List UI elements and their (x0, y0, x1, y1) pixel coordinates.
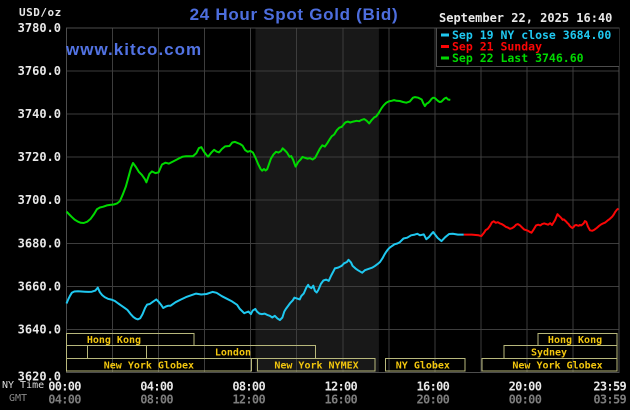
y-tick-label: 3640.0 (18, 322, 61, 336)
x-tick-label-gmt: 16:00 (324, 393, 357, 407)
x-tick-label-ny: 08:00 (232, 380, 265, 394)
x-tick-label-ny: 16:00 (417, 380, 450, 394)
x-tick-label-gmt: 03:59 (593, 393, 626, 407)
chart-title: 24 Hour Spot Gold (Bid) (189, 5, 399, 24)
y-tick-label: 3720.0 (18, 150, 61, 164)
session-label: Hong Kong (87, 335, 141, 346)
x-tick-label-gmt: 20:00 (417, 393, 450, 407)
session-label: Sydney (531, 348, 567, 359)
legend-dash (441, 33, 449, 37)
y-tick-label: 3760.0 (18, 64, 61, 78)
x-tick-label-ny: 04:00 (140, 380, 173, 394)
session-label: New York Globex (104, 360, 194, 371)
legend-label: Sep 21 Sunday (452, 40, 542, 54)
x-tick-label-ny: 12:00 (324, 380, 357, 394)
session-label: London (215, 348, 251, 359)
session-box (66, 345, 88, 359)
session-label: New York Globex (512, 360, 602, 371)
y-tick-label: 3700.0 (18, 193, 61, 207)
kitco-watermark: www.kitco.com (66, 40, 203, 59)
session-label: New York NYMEX (274, 360, 358, 371)
series-line-0 (65, 231, 464, 322)
session-label: NY Globex (396, 360, 450, 371)
x-tick-label-gmt: 00:00 (509, 393, 542, 407)
x-axis-ny-time-label: NY Time (2, 380, 45, 391)
session-box (86, 345, 148, 359)
session-label: Hong Kong (548, 335, 602, 346)
legend-label: Sep 19 NY close 3684.00 (452, 28, 611, 42)
x-tick-label-gmt: 08:00 (140, 393, 173, 407)
y-tick-label: 3660.0 (18, 279, 61, 293)
chart-datetime: September 22, 2025 16:40 (439, 11, 613, 25)
legend-dash (441, 45, 449, 48)
session-box (481, 358, 618, 372)
session-box (385, 358, 466, 372)
x-axis-gmt-label: GMT (9, 393, 28, 404)
series-line-2 (65, 96, 451, 224)
y-axis-unit-label: USD/oz (19, 6, 62, 19)
y-tick-label: 3740.0 (18, 107, 61, 121)
x-tick-label-gmt: 04:00 (48, 393, 81, 407)
y-tick-label: 3780.0 (18, 21, 61, 35)
session-box (257, 358, 376, 372)
x-tick-label-ny: 23:59 (593, 380, 626, 394)
legend-panel (436, 28, 619, 67)
x-tick-label-ny: 00:00 (48, 380, 81, 394)
y-tick-label: 3620.0 (18, 369, 61, 383)
session-box (66, 358, 252, 372)
plot-border (66, 27, 620, 373)
x-tick-label-ny: 20:00 (509, 380, 542, 394)
x-tick-label-gmt: 12:00 (232, 393, 265, 407)
y-tick-label: 3680.0 (18, 236, 61, 250)
legend-label: Sep 22 Last 3746.60 (452, 51, 584, 65)
legend-dash (441, 56, 449, 60)
series-line-1 (463, 207, 620, 238)
